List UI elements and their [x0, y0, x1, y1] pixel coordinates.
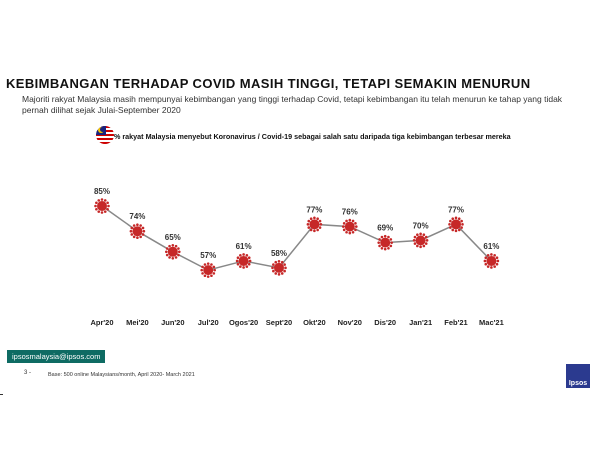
data-point [165, 244, 181, 260]
x-tick-label: Okt'20 [303, 318, 326, 327]
data-label: 61% [236, 242, 252, 251]
series-line [101, 205, 492, 271]
data-point [342, 218, 358, 235]
data-point [412, 232, 429, 249]
data-label: 74% [129, 212, 145, 221]
data-label: 85% [94, 187, 110, 196]
x-tick-label: Apr'20 [90, 318, 113, 327]
x-tick-label: Mac'21 [479, 318, 504, 327]
x-tick-label: Dis'20 [374, 318, 396, 327]
data-point [271, 260, 287, 276]
data-label: 65% [165, 233, 181, 242]
x-tick-label: Jun'20 [161, 318, 184, 327]
data-point [377, 234, 394, 251]
data-label: 57% [200, 251, 216, 260]
x-tick-label: Sept'20 [266, 318, 292, 327]
page-title: KEBIMBANGAN TERHADAP COVID MASIH TINGGI,… [6, 76, 531, 91]
base-note: Base: 500 online Malaysians/month, April… [48, 372, 195, 378]
data-point [235, 253, 252, 269]
x-tick-label: Mei'20 [126, 318, 149, 327]
x-tick-label: Jan'21 [409, 318, 432, 327]
data-point [483, 253, 500, 269]
x-tick-label: Feb'21 [444, 318, 467, 327]
malaysia-flag-icon [96, 126, 114, 144]
data-label: 61% [483, 242, 499, 251]
subtitle: Majoriti rakyat Malaysia masih mempunyai… [22, 94, 563, 115]
ipsos-logo: Ipsos [566, 364, 590, 388]
page-number: 3 - [24, 370, 32, 376]
data-point [448, 216, 464, 233]
data-point [129, 223, 146, 239]
chart-title: % rakyat Malaysia menyebut Koronavirus /… [114, 132, 511, 141]
data-point [94, 198, 110, 214]
contact-email[interactable]: ipsosmalaysia@ipsos.com [7, 350, 106, 363]
data-label: 58% [271, 249, 287, 258]
x-tick-label: Jul'20 [198, 318, 219, 327]
x-tick-label: Ogos'20 [229, 318, 258, 327]
data-label: 69% [377, 224, 393, 233]
data-label: 77% [448, 205, 464, 214]
data-label: 77% [306, 205, 322, 214]
data-label: 76% [342, 208, 358, 217]
data-point [200, 262, 216, 278]
divider [0, 394, 3, 395]
x-tick-label: Nov'20 [338, 318, 362, 327]
data-label: 70% [413, 221, 429, 230]
data-point [306, 216, 323, 233]
